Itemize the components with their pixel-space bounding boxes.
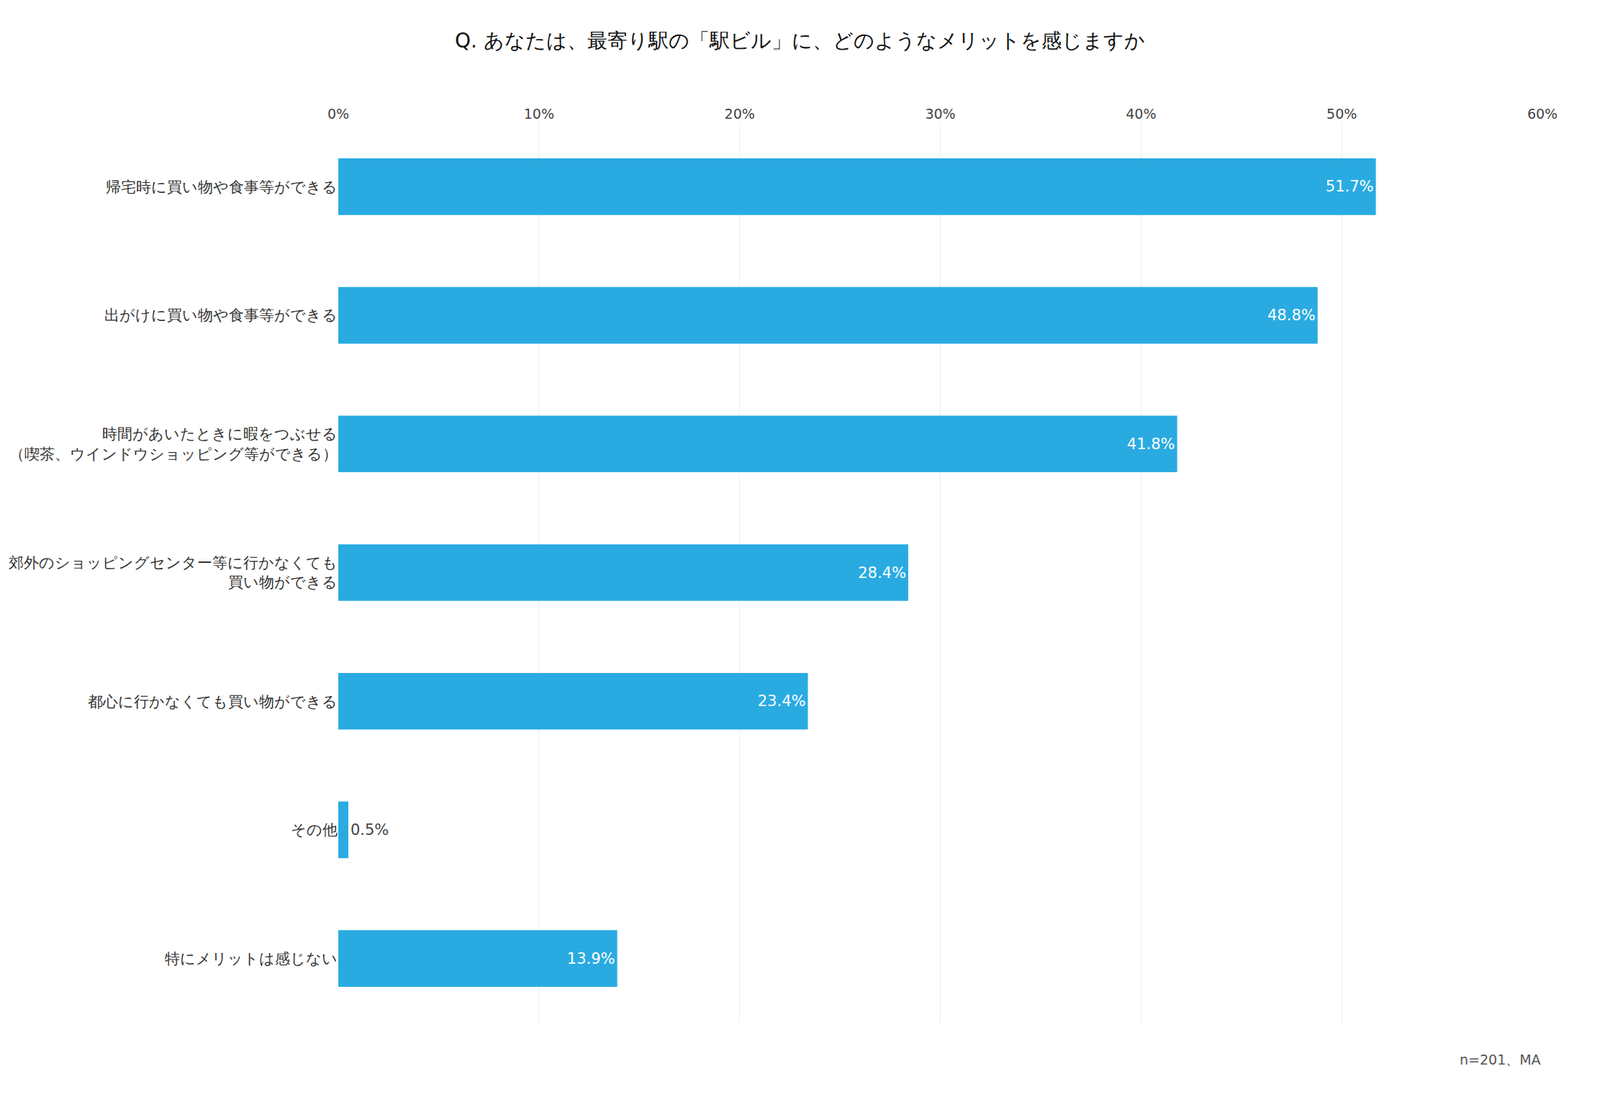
svg-text:51.7%: 51.7% (1325, 177, 1374, 196)
svg-text:特にメリットは感じない: 特にメリットは感じない (164, 950, 338, 968)
svg-text:帰宅時に買い物や食事等ができる: 帰宅時に買い物や食事等ができる (105, 178, 338, 196)
svg-text:13.9%: 13.9% (567, 950, 616, 968)
svg-text:20%: 20% (724, 105, 756, 122)
svg-text:30%: 30% (924, 105, 956, 122)
svg-text:10%: 10% (523, 105, 555, 122)
svg-text:その他: その他 (290, 821, 338, 839)
svg-text:都心に行かなくても買い物ができる: 都心に行かなくても買い物ができる (87, 693, 338, 711)
svg-text:出がけに買い物や食事等ができる: 出がけに買い物や食事等ができる (104, 306, 338, 324)
svg-text:時間があいたときに暇をつぶせる（喫茶、ウインドウショッピング: 時間があいたときに暇をつぶせる（喫茶、ウインドウショッピング等ができる） (9, 425, 338, 463)
svg-text:48.8%: 48.8% (1267, 306, 1316, 324)
svg-text:41.8%: 41.8% (1127, 435, 1176, 453)
svg-text:50%: 50% (1326, 105, 1357, 122)
svg-text:郊外のショッピングセンター等に行かなくても買い物ができる: 郊外のショッピングセンター等に行かなくても買い物ができる (8, 554, 338, 591)
svg-text:0.5%: 0.5% (350, 821, 389, 839)
svg-text:n=201、MA: n=201、MA (1459, 1051, 1541, 1068)
svg-text:60%: 60% (1527, 105, 1558, 122)
svg-text:23.4%: 23.4% (757, 692, 807, 710)
svg-text:40%: 40% (1125, 105, 1156, 122)
svg-text:Q. あなたは、最寄り駅の「駅ビル」に、どのようなメリットを: Q. あなたは、最寄り駅の「駅ビル」に、どのようなメリットを感じますか (454, 28, 1146, 53)
svg-text:0%: 0% (327, 105, 350, 122)
svg-text:28.4%: 28.4% (857, 564, 907, 582)
